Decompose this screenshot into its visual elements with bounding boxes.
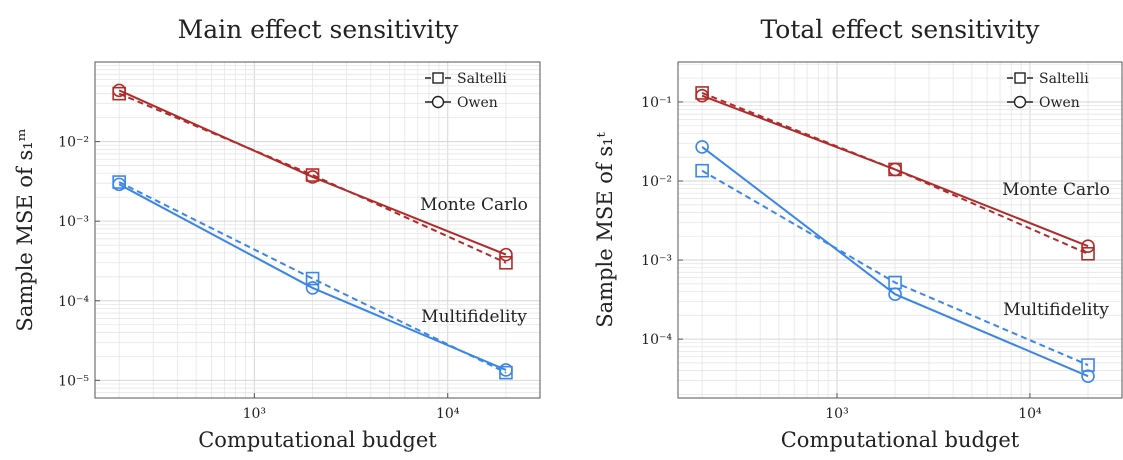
x-tick-label: 10³ (825, 406, 848, 422)
series-line-owen (118, 89, 507, 256)
data-point-circle (1081, 239, 1095, 253)
data-point-circle (1081, 369, 1095, 383)
data-point-square (305, 271, 320, 286)
data-point-circle (499, 247, 513, 262)
data-point-square (695, 163, 709, 178)
legend-marker-square (432, 72, 444, 84)
legend-marker-circle (431, 95, 445, 109)
data-point-circle (112, 177, 126, 192)
series-line-saltelli (118, 92, 507, 264)
series-line-owen (118, 183, 507, 371)
data-point-circle (888, 287, 902, 301)
legend-label-owen: Owen (1039, 95, 1080, 111)
legend-label-owen: Owen (457, 95, 498, 111)
legend-label-saltelli: Saltelli (457, 71, 507, 87)
grid (95, 61, 541, 399)
legend-label-saltelli: Saltelli (1039, 71, 1089, 87)
legend-marker-square (1014, 72, 1026, 84)
annotation-monte-carlo: Monte Carlo (420, 195, 528, 215)
data-point-circle (695, 140, 709, 154)
annotation-multifidelity: Multifidelity (421, 307, 527, 327)
chart-title: Main effect sensitivity (178, 15, 460, 44)
y-tick-label: 10⁻⁴ (641, 332, 672, 348)
legend: Saltelli Owen (425, 71, 507, 111)
chart-panel-2: 10³ 10⁴ 10⁻⁴ 10⁻³ 10⁻² 10⁻¹ Total effect sensi… (593, 15, 1123, 452)
data-point-circle (888, 162, 902, 177)
y-tick-label: 10⁻⁴ (58, 294, 89, 310)
series-line-saltelli (701, 169, 1089, 366)
x-tick-label: 10⁴ (1018, 406, 1042, 422)
annotation-monte-carlo: Monte Carlo (1002, 180, 1110, 200)
x-axis-label: Computational budget (198, 428, 437, 452)
plot-frame (677, 61, 1123, 399)
data-point-square (1081, 246, 1095, 261)
tick-marks (678, 101, 1031, 398)
legend-marker-circle (1013, 95, 1027, 109)
annotation-multifidelity: Multifidelity (1003, 300, 1109, 320)
data-point-circle (305, 170, 320, 184)
data-point-circle (499, 363, 513, 377)
y-tick-label: 10⁻² (58, 135, 89, 151)
plot-frame (94, 61, 541, 399)
y-tick-label: 10⁻² (641, 174, 672, 190)
data-point-square (1081, 358, 1095, 372)
x-tick-label: 10³ (243, 406, 266, 422)
legend: Saltelli Owen (1007, 71, 1089, 111)
series-group (118, 89, 507, 374)
series-group (701, 91, 1089, 378)
chart-panel-1: 10³ 10⁴ 10⁻⁵ 10⁻⁴ 10⁻³ 10⁻² Main effect sensit… (13, 15, 541, 452)
x-axis-label: Computational budget (781, 428, 1020, 452)
chart-title: Total effect sensitivity (761, 15, 1041, 44)
y-tick-label: 10⁻⁵ (58, 373, 89, 389)
x-tick-label: 10⁴ (436, 406, 460, 422)
data-point-circle (305, 281, 320, 295)
y-tick-label: 10⁻¹ (641, 95, 672, 111)
tick-marks (95, 141, 449, 398)
data-point-square (112, 86, 126, 101)
y-tick-label: 10⁻³ (58, 214, 89, 230)
y-axis-label: Sample MSE of s₁ᵐ (13, 128, 37, 331)
series-line-saltelli (118, 181, 507, 374)
series-line-owen (701, 94, 1089, 248)
series-line-owen (701, 146, 1089, 378)
y-tick-label: 10⁻³ (641, 253, 672, 269)
data-point-circle (695, 88, 709, 103)
data-point-square (499, 255, 513, 270)
data-point-circle (112, 83, 126, 98)
y-axis-label: Sample MSE of s₁ᵗ (593, 131, 617, 327)
